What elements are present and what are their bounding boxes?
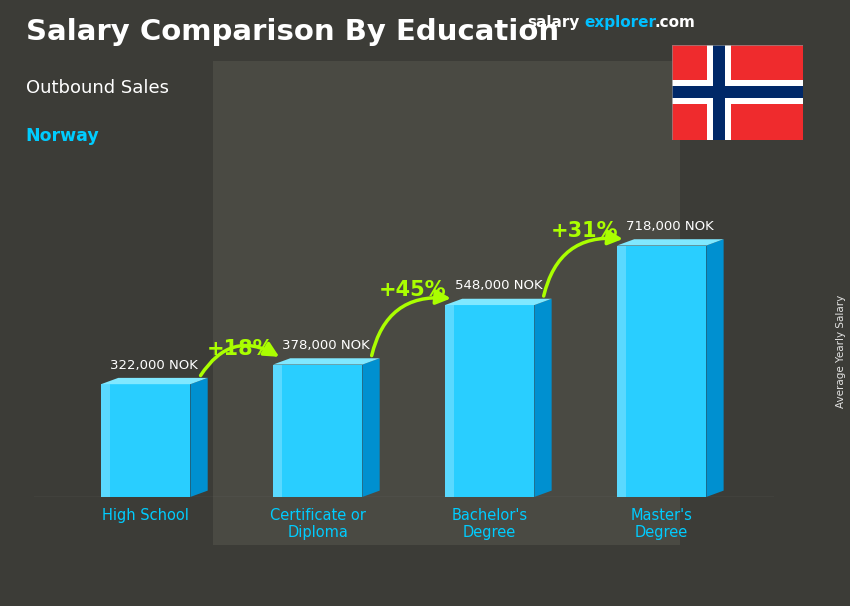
Text: +31%: +31% bbox=[551, 221, 618, 241]
Polygon shape bbox=[101, 384, 190, 497]
Polygon shape bbox=[617, 239, 723, 245]
Polygon shape bbox=[101, 384, 110, 497]
Polygon shape bbox=[445, 305, 454, 497]
Text: Norway: Norway bbox=[26, 127, 99, 145]
Polygon shape bbox=[190, 378, 207, 497]
Polygon shape bbox=[706, 239, 723, 497]
Text: 322,000 NOK: 322,000 NOK bbox=[110, 359, 198, 371]
Polygon shape bbox=[273, 365, 282, 497]
Bar bbox=[713, 44, 725, 141]
Text: .com: .com bbox=[654, 15, 695, 30]
Polygon shape bbox=[445, 305, 535, 497]
Polygon shape bbox=[617, 245, 626, 497]
Text: 548,000 NOK: 548,000 NOK bbox=[455, 279, 542, 293]
Bar bbox=[707, 44, 731, 141]
Bar bbox=[672, 87, 803, 98]
Text: +18%: +18% bbox=[207, 339, 274, 359]
Text: 378,000 NOK: 378,000 NOK bbox=[282, 339, 371, 352]
Text: Salary Comparison By Education: Salary Comparison By Education bbox=[26, 18, 558, 46]
Polygon shape bbox=[273, 358, 380, 365]
Polygon shape bbox=[445, 299, 552, 305]
Text: explorer: explorer bbox=[585, 15, 657, 30]
Bar bbox=[212, 61, 680, 545]
Bar bbox=[672, 81, 803, 104]
Polygon shape bbox=[362, 358, 380, 497]
Polygon shape bbox=[273, 365, 362, 497]
Polygon shape bbox=[617, 245, 706, 497]
Text: Average Yearly Salary: Average Yearly Salary bbox=[836, 295, 846, 408]
Polygon shape bbox=[535, 299, 552, 497]
Text: 718,000 NOK: 718,000 NOK bbox=[626, 220, 714, 233]
Text: +45%: +45% bbox=[378, 281, 446, 301]
Text: salary: salary bbox=[527, 15, 580, 30]
Polygon shape bbox=[101, 378, 207, 384]
Text: Outbound Sales: Outbound Sales bbox=[26, 79, 168, 97]
